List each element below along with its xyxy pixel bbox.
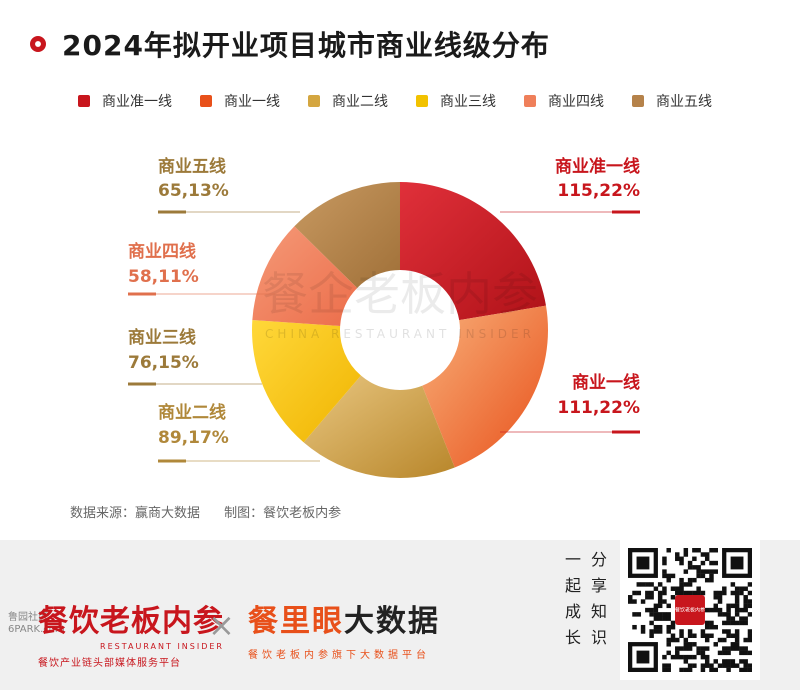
leader-line-cap <box>158 459 186 463</box>
title-bullet-icon <box>30 36 46 52</box>
brand1-slogan: 餐饮产业链头部媒体服务平台 <box>38 658 181 669</box>
legend-label: 商业二线 <box>332 94 388 110</box>
donut-slice <box>252 226 358 326</box>
qr-code-icon: 餐饮老板内参 <box>628 548 752 672</box>
legend-label: 商业五线 <box>656 94 712 110</box>
slice-category-label: 商业一线 <box>572 372 640 393</box>
corner-watermark: 鲁园社区 6PARK.com <box>8 612 65 635</box>
leader-line-cap <box>612 430 640 434</box>
legend-label: 商业一线 <box>224 94 280 110</box>
cross-separator: × <box>208 606 235 644</box>
leader-line-cap <box>128 382 156 386</box>
legend-label: 商业四线 <box>548 94 604 110</box>
slice-category-label: 商业二线 <box>158 402 226 423</box>
donut-chart: 餐企老板内参 CHINA RESTAURANT INSIDER 商业准一线 115,2… <box>128 156 640 478</box>
footer-banner: 鲁园社区 6PARK.com 餐饮老板内参 RESTAURANT INSIDER… <box>0 540 800 690</box>
leader-line-cap <box>158 210 186 214</box>
chart-maker: 制图：餐饮老板内参 <box>224 506 342 521</box>
qr-center-badge <box>675 595 705 625</box>
slice-value-label: 89,17% <box>158 428 229 448</box>
donut-slice <box>400 182 546 321</box>
slice-category-label: 商业五线 <box>158 156 226 177</box>
slice-category-label: 商业四线 <box>128 241 196 262</box>
legend-swatch <box>416 95 428 107</box>
legend-swatch <box>78 95 90 107</box>
brand-logo-insider: 餐饮老板内参 RESTAURANT INSIDER 餐饮产业链头部媒体服务平台 <box>38 596 224 669</box>
legend-item: 商业四线 <box>524 91 604 111</box>
chart-legend: 商业准一线 商业一线 商业二线 商业三线 商业四线 商业五线 <box>78 91 712 111</box>
legend-item: 商业一线 <box>200 91 280 111</box>
legend-label: 商业准一线 <box>102 94 172 110</box>
slice-value-label: 115,22% <box>557 181 640 201</box>
donut-slice <box>303 375 455 478</box>
donut-slice <box>294 182 400 288</box>
brand2-name: 餐里眼大数据 <box>248 604 440 639</box>
chart-title: 2024年拟开业项目城市商业线级分布 <box>62 29 550 62</box>
watermark-en: CHINA RESTAURANT INSIDER <box>265 327 535 341</box>
donut-slice <box>422 305 549 468</box>
legend-swatch <box>632 95 644 107</box>
slice-value-label: 76,15% <box>128 353 199 373</box>
brand1-english: RESTAURANT INSIDER <box>100 642 224 651</box>
slice-value-label: 111,22% <box>557 398 640 418</box>
data-source: 数据来源：赢商大数据 <box>70 506 201 521</box>
leader-line-cap <box>612 210 640 214</box>
slice-category-label: 商业准一线 <box>555 156 640 177</box>
source-note: 数据来源：赢商大数据 制图：餐饮老板内参 <box>70 502 361 521</box>
qr-code[interactable]: 餐饮老板内参 <box>620 540 760 680</box>
donut-slice <box>252 320 361 443</box>
watermark-cn: 餐企老板内参 <box>262 267 538 321</box>
legend-swatch <box>308 95 320 107</box>
legend-item: 商业二线 <box>308 91 388 111</box>
brand2-slogan: 餐饮老板内参旗下大数据平台 <box>248 650 430 661</box>
svg-text:餐饮老板内参: 餐饮老板内参 <box>675 606 705 613</box>
legend-swatch <box>524 95 536 107</box>
brand1-name: 餐饮老板内参 <box>38 604 224 639</box>
brand-logo-data: 餐里眼大数据 餐饮老板内参旗下大数据平台 <box>248 596 440 661</box>
legend-swatch <box>200 95 212 107</box>
slice-value-label: 65,13% <box>158 181 229 201</box>
legend-item: 商业五线 <box>632 91 712 111</box>
title-row: 2024年拟开业项目城市商业线级分布 <box>30 24 550 64</box>
leader-line-cap <box>128 292 156 296</box>
legend-item: 商业三线 <box>416 91 496 111</box>
slice-category-label: 商业三线 <box>128 327 196 348</box>
legend-label: 商业三线 <box>440 94 496 110</box>
legend-item: 商业准一线 <box>78 91 172 111</box>
slice-value-label: 58,11% <box>128 267 199 287</box>
